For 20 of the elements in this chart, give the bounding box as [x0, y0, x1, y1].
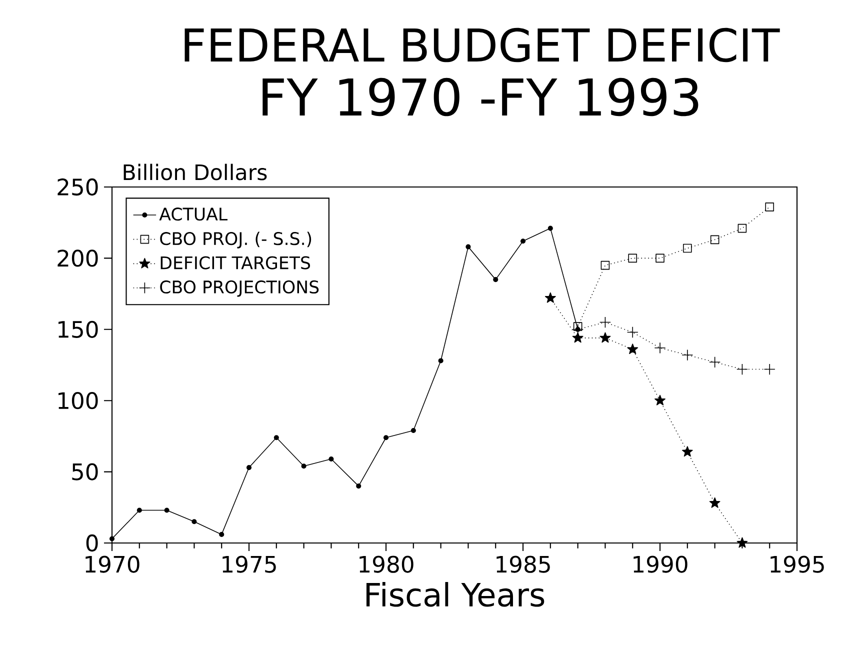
legend-label: CBO PROJ. (- S.S.) — [160, 232, 312, 248]
legend-label: DEFICIT TARGETS — [160, 256, 310, 270]
y-tick-label: 250 — [58, 178, 98, 196]
x-axis-title: Fiscal Years — [366, 582, 544, 607]
x-tick-label: 1970 — [86, 556, 140, 573]
legend-label: CBO PROJECTIONS — [160, 280, 319, 297]
x-tick-label: 1985 — [496, 556, 550, 573]
y-tick-label: 50 — [72, 463, 98, 480]
legend-label: ACTUAL — [159, 208, 228, 221]
y-tick-label: 0 — [86, 534, 98, 552]
chart-subtitle: FY 1970 -FY 1993 — [262, 78, 698, 116]
y-axis-title: Billion Dollars — [124, 164, 267, 180]
x-tick-label: 1995 — [770, 556, 824, 573]
chart-title: FEDERAL BUDGET DEFICIT — [184, 28, 780, 62]
y-tick-label: 100 — [58, 392, 98, 410]
x-tick-label: 1980 — [360, 556, 414, 573]
x-tick-label: 1975 — [222, 556, 276, 573]
x-tick-label: 1990 — [634, 556, 688, 573]
y-tick-label: 200 — [58, 250, 98, 267]
y-tick-label: 150 — [58, 320, 98, 338]
